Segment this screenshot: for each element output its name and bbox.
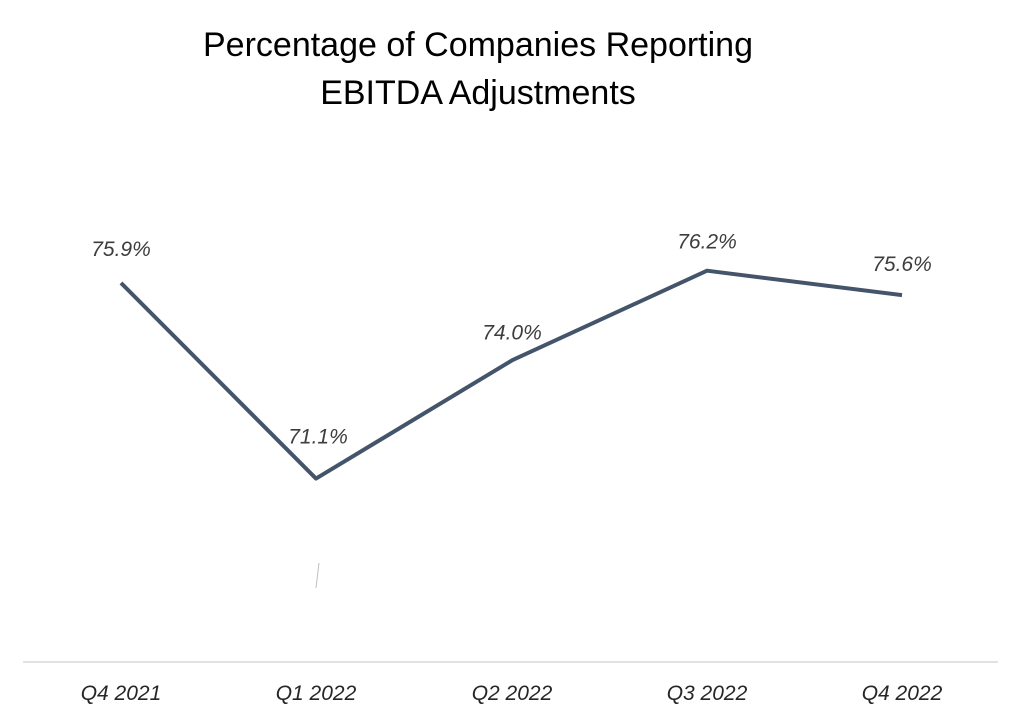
x-tick-label: Q3 2022 xyxy=(667,682,748,705)
x-tick-label: Q1 2022 xyxy=(276,682,357,705)
chart-marks: 75.9% 71.1% 74.0% 76.2% 75.6% Q4 2021 Q1 2022 Q… xyxy=(81,231,943,705)
x-tick-label: Q4 2021 xyxy=(81,682,162,705)
chart-title-line-1: Percentage of Companies Reporting xyxy=(203,26,753,64)
data-label: 75.6% xyxy=(872,253,932,276)
data-label-leader-line xyxy=(315,562,320,589)
data-label: 74.0% xyxy=(482,321,542,344)
data-label: 76.2% xyxy=(677,231,737,254)
chart-title-line-2: EBITDA Adjustments xyxy=(320,74,636,112)
x-tick-label: Q2 2022 xyxy=(472,682,553,705)
data-label: 71.1% xyxy=(288,426,348,449)
data-label: 75.9% xyxy=(91,238,151,261)
x-tick-label: Q4 2022 xyxy=(862,682,943,705)
series-line xyxy=(119,268,903,481)
